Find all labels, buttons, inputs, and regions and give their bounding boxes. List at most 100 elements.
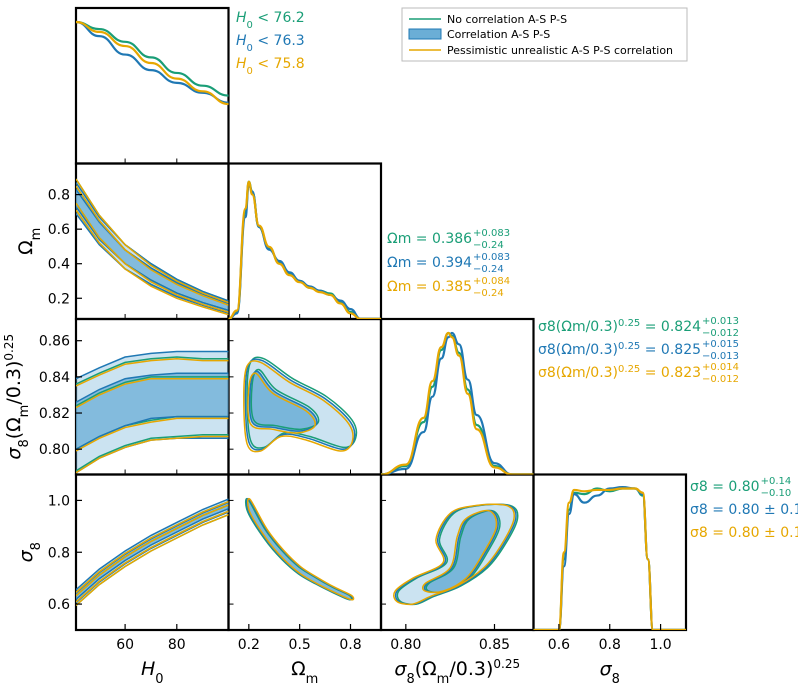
x-tick-label-S8-1: 0.85 — [479, 637, 510, 653]
band-edge-S8_vs_H0-correlation-68-hi — [76, 372, 229, 403]
x-tick-label-H0-0: 60 — [116, 637, 134, 653]
band-edge-Omega_m_vs_H0-pessimistic-95-lo — [76, 209, 229, 316]
y-tick-label-sigma8-1: 0.8 — [48, 545, 70, 561]
band-edge-S8_vs_H0-pessimistic-68-lo — [76, 417, 229, 452]
constraint-S8-no-correlation-lower-error: −0.012 — [702, 328, 739, 339]
y-tick-label-Omega_m-1: 0.4 — [48, 257, 70, 273]
constraint-S8-no-correlation-upper-error: +0.013 — [702, 316, 739, 327]
band-edge-S8_vs_H0-no-correlation-95-lo — [76, 433, 229, 472]
y-axis-label-sigma8: σ8 — [15, 542, 44, 562]
y-tick-label-sigma8-0: 0.6 — [48, 597, 70, 613]
constraint-Omega_m-correlation-upper-error: +0.083 — [473, 252, 510, 263]
x-axis-label-sigma8: σ8 — [600, 658, 620, 687]
x-tick-label-H0-1: 80 — [168, 637, 186, 653]
marks-layer — [76, 20, 686, 630]
contour-fill-68-sigma8_vs_S8 — [424, 510, 499, 593]
legend: No correlation A-S P-S Correlation A-S P… — [401, 7, 688, 62]
constraint-S8-pessimistic: σ8(Ωm/0.3)0.25 = 0.823 — [538, 364, 701, 382]
constraint-sigma8-no-correlation: σ8 = 0.80 — [690, 479, 760, 495]
band-edge-sigma8_vs_H0-correlation-68-lo — [76, 508, 229, 600]
labels-layer: 60 80 0.2 0.5 0.8 0.80 0.85 0.6 0.8 1.0 0.2 0.4 0.6 0… — [2, 10, 798, 687]
band-edge-sigma8_vs_H0-pessimistic-68-lo — [76, 510, 229, 603]
contour-68-S8_vs_Omega_m-pessimistic — [247, 372, 316, 434]
constraint-Omega_m-pessimistic: Ωm = 0.385 — [387, 279, 472, 295]
x-axis-label-S8: σ8(Ωm/0.3)0.25 — [394, 657, 520, 687]
contour-95-sigma8-Omega_m-no-correlation — [244, 497, 353, 601]
band-edge-Omega_m_vs_H0-correlation-68-lo — [76, 206, 229, 312]
band-edge-S8_vs_H0-pessimistic-95-lo — [76, 435, 229, 474]
marginal-S8-correlation — [381, 331, 534, 475]
y-tick-label-Omega_m-2: 0.6 — [48, 222, 70, 238]
contour-95-sigma8-Omega_m-correlation — [245, 497, 354, 601]
marginal-Omega_m-correlation — [228, 183, 381, 319]
y-tick-label-sigma8-2: 1.0 — [48, 493, 70, 509]
y-tick-label-S8-1: 0.82 — [39, 406, 70, 422]
marginal-Omega_m-no-correlation — [228, 180, 381, 319]
x-axis-label-Omega_m: Ωm — [291, 658, 318, 687]
y-tick-label-Omega_m-0: 0.2 — [48, 291, 70, 307]
constraint-S8-correlation-upper-error: +0.015 — [702, 339, 739, 350]
band-edge-Omega_m_vs_H0-correlation-95-hi — [76, 182, 229, 302]
constraint-sigma8-no-correlation-lower-error: −0.10 — [761, 488, 792, 499]
contour-68-S8_vs_Omega_m-no-correlation — [250, 368, 320, 431]
x-tick-label-sigma8-1: 0.8 — [599, 637, 621, 653]
band-edge-S8_vs_H0-pessimistic-68-hi — [76, 377, 229, 409]
constraint-Omega_m-no-correlation: Ωm = 0.386 — [387, 231, 472, 247]
constraint-Omega_m-no-correlation-upper-error: +0.083 — [473, 228, 510, 239]
constraint-S8-correlation-lower-error: −0.013 — [702, 351, 739, 362]
panel-sigma8-sigma8 — [532, 473, 688, 632]
constraint-Omega_m-pessimistic-lower-error: −0.24 — [473, 288, 504, 299]
band-edge-sigma8_vs_H0-no-correlation-95-lo — [76, 514, 229, 606]
constraint-S8-pessimistic-lower-error: −0.012 — [702, 374, 739, 385]
y-axis-label-S8: σ8(Ωm/0.3)0.25 — [2, 334, 32, 460]
marginal-Omega_m-pessimistic — [228, 180, 381, 319]
constraint-H0-correlation: H0 < 76.3 — [236, 33, 305, 54]
band-edge-sigma8_vs_H0-correlation-95-hi — [76, 498, 229, 591]
marginal-H0-no-correlation — [76, 20, 229, 97]
y-tick-label-S8-3: 0.86 — [39, 334, 70, 350]
band-edge-sigma8_vs_H0-no-correlation-68-lo — [76, 510, 229, 603]
constraint-sigma8-correlation: σ8 = 0.80 ± 0.11 — [690, 502, 798, 518]
constraint-Omega_m-no-correlation-lower-error: −0.24 — [473, 240, 504, 251]
legend-box — [401, 7, 688, 62]
marginal-H0-pessimistic — [76, 20, 229, 106]
y-tick-label-Omega_m-3: 0.8 — [48, 188, 70, 204]
marginal-sigma8-correlation — [533, 485, 686, 630]
constraint-S8-pessimistic-upper-error: +0.014 — [702, 362, 739, 373]
band-edge-Omega_m_vs_H0-correlation-68-hi — [76, 188, 229, 305]
constraint-H0-pessimistic: H0 < 75.8 — [236, 56, 305, 77]
constraint-S8-correlation: σ8(Ωm/0.3)0.25 = 0.825 — [538, 341, 701, 359]
band-edge-S8_vs_H0-no-correlation-68-hi — [76, 376, 229, 407]
band-edge-S8_vs_H0-correlation-95-hi — [76, 350, 229, 380]
marginal-H0-correlation — [76, 20, 229, 104]
band-edge-sigma8_vs_H0-pessimistic-95-hi — [76, 501, 229, 593]
x-tick-label-sigma8-2: 1.0 — [649, 637, 671, 653]
band-edge-S8_vs_H0-no-correlation-95-hi — [76, 356, 229, 385]
constraint-H0-no-correlation: H0 < 76.2 — [236, 10, 305, 31]
constraint-Omega_m-pessimistic-upper-error: +0.084 — [473, 276, 510, 287]
contour-68-sigma8_vs_S8-pessimistic — [421, 509, 498, 594]
x-axis-label-H0: H0 — [141, 658, 164, 687]
band-edge-sigma8_vs_H0-pessimistic-68-hi — [76, 504, 229, 597]
legend-label-correlation: Correlation A-S P-S — [447, 28, 550, 41]
y-tick-label-S8-2: 0.84 — [39, 370, 70, 386]
marginal-sigma8-no-correlation — [533, 487, 686, 630]
constraint-Omega_m-correlation-lower-error: −0.24 — [473, 264, 504, 275]
contour-95-S8_vs_Omega_m-pessimistic — [243, 360, 354, 453]
x-tick-label-Omega_m-1: 0.5 — [289, 637, 311, 653]
band-edge-sigma8_vs_H0-correlation-95-lo — [76, 511, 229, 604]
marginal-sigma8-pessimistic — [533, 487, 686, 630]
band-edge-Omega_m_vs_H0-pessimistic-68-hi — [76, 185, 229, 306]
contour-95-sigma8-Omega_m-pessimistic — [246, 497, 355, 601]
band-edge-S8_vs_H0-correlation-68-lo — [76, 415, 229, 450]
contour-68-S8_vs_Omega_m-correlation — [248, 370, 318, 432]
constraint-sigma8-pessimistic: σ8 = 0.80 ± 0.10 — [690, 525, 798, 541]
marginal-S8-no-correlation — [381, 331, 534, 475]
band-edge-S8_vs_H0-pessimistic-95-hi — [76, 358, 229, 387]
x-tick-label-sigma8-0: 0.6 — [548, 637, 570, 653]
constraint-sigma8-no-correlation-upper-error: +0.14 — [761, 476, 792, 487]
band-fill-68-sigma8_vs_H0 — [76, 502, 229, 600]
legend-label-no-correlation: No correlation A-S P-S — [447, 13, 567, 26]
panel-sigma8-H0 — [74, 473, 230, 632]
